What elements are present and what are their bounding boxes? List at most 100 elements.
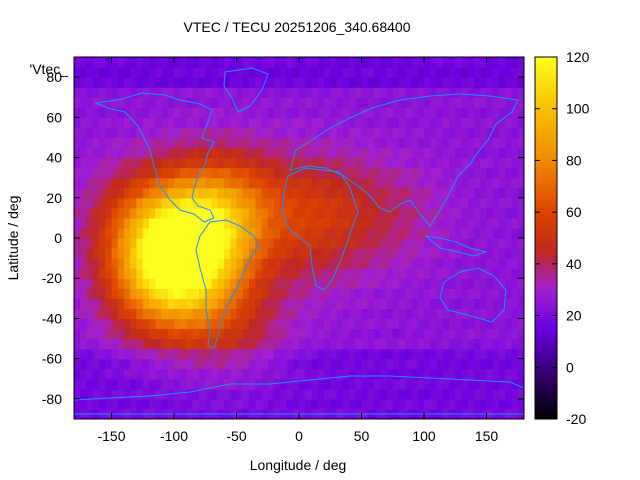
- heatmap-cell: [499, 288, 506, 299]
- heatmap-cell: [224, 177, 231, 189]
- heatmap-cell: [205, 87, 213, 98]
- heatmap-cell: [324, 238, 331, 249]
- heatmap-cell: [199, 308, 206, 320]
- heatmap-cell: [267, 107, 275, 118]
- heatmap-cell: [186, 157, 194, 169]
- heatmap-cell: [286, 298, 294, 309]
- heatmap-cell: [430, 398, 438, 410]
- heatmap-cell: [330, 258, 338, 269]
- heatmap-cell: [474, 238, 481, 249]
- y-tick-label: 40: [46, 150, 62, 166]
- heatmap-cell: [411, 298, 419, 309]
- heatmap-cell: [111, 298, 119, 309]
- heatmap-cell: [480, 187, 488, 199]
- heatmap-cell: [199, 348, 206, 360]
- heatmap-cell: [80, 358, 88, 370]
- heatmap-cell: [449, 207, 456, 219]
- heatmap-cell: [317, 67, 325, 78]
- heatmap-cell: [267, 238, 275, 249]
- heatmap-cell: [392, 127, 400, 139]
- heatmap-cell: [267, 308, 275, 320]
- heatmap-cell: [242, 127, 250, 139]
- heatmap-cell: [461, 57, 469, 68]
- heatmap-cell: [274, 348, 281, 360]
- heatmap-cell: [430, 368, 438, 380]
- heatmap-cell: [230, 258, 238, 269]
- heatmap-cell: [330, 107, 338, 118]
- heatmap-cell: [474, 127, 481, 139]
- heatmap-cell: [180, 57, 188, 68]
- heatmap-cell: [336, 338, 344, 350]
- heatmap-cell: [411, 167, 419, 179]
- heatmap-cell: [249, 87, 256, 98]
- heatmap-cell: [167, 358, 175, 370]
- heatmap-cell: [430, 77, 438, 88]
- heatmap-cell: [505, 187, 513, 199]
- heatmap-cell: [399, 318, 406, 330]
- heatmap-cell: [274, 328, 281, 340]
- heatmap-cell: [405, 308, 413, 320]
- heatmap-cell: [136, 167, 144, 179]
- heatmap-cell: [424, 348, 431, 360]
- heatmap-cell: [424, 248, 431, 259]
- heatmap-cell: [299, 87, 306, 98]
- heatmap-cell: [217, 368, 225, 380]
- heatmap-cell: [330, 187, 338, 199]
- legend-key-label: 'Vtec_: [30, 61, 69, 77]
- heatmap-cell: [380, 378, 388, 390]
- heatmap-cell: [386, 197, 394, 209]
- heatmap-cell: [292, 298, 300, 309]
- heatmap-cell: [130, 117, 138, 128]
- heatmap-cell: [92, 358, 100, 370]
- heatmap-cell: [449, 338, 456, 350]
- heatmap-cell: [392, 298, 400, 309]
- heatmap-cell: [80, 107, 88, 118]
- heatmap-cell: [386, 87, 394, 98]
- heatmap-cell: [474, 117, 481, 128]
- heatmap-cell: [211, 177, 219, 189]
- heatmap-cell: [355, 147, 363, 159]
- heatmap-cell: [311, 268, 319, 279]
- heatmap-cell: [255, 187, 263, 199]
- heatmap-cell: [292, 268, 300, 279]
- heatmap-cell: [399, 398, 406, 410]
- heatmap-cell: [324, 288, 331, 299]
- heatmap-cell: [274, 378, 281, 390]
- heatmap-cell: [180, 67, 188, 78]
- heatmap-cell: [511, 207, 519, 219]
- heatmap-cell: [374, 308, 381, 320]
- heatmap-cell: [211, 388, 219, 400]
- heatmap-cell: [417, 398, 425, 410]
- heatmap-cell: [380, 137, 388, 149]
- heatmap-cell: [292, 278, 300, 289]
- heatmap-cell: [505, 207, 513, 219]
- heatmap-cell: [86, 147, 94, 159]
- heatmap-cell: [361, 378, 369, 390]
- heatmap-cell: [99, 288, 106, 299]
- heatmap-cell: [299, 398, 306, 410]
- heatmap-cell: [392, 157, 400, 169]
- heatmap-cell: [361, 57, 369, 68]
- heatmap-cell: [305, 137, 313, 149]
- heatmap-cell: [286, 398, 294, 410]
- heatmap-cell: [349, 137, 356, 149]
- heatmap-cell: [199, 197, 206, 209]
- heatmap-cell: [242, 217, 250, 229]
- heatmap-cell: [386, 268, 394, 279]
- heatmap-cell: [399, 298, 406, 309]
- heatmap-cell: [124, 227, 131, 239]
- heatmap-cell: [349, 298, 356, 309]
- heatmap-cell: [149, 238, 156, 249]
- heatmap-cell: [361, 358, 369, 370]
- heatmap-cell: [224, 227, 231, 239]
- heatmap-cell: [405, 57, 413, 68]
- heatmap-cell: [330, 358, 338, 370]
- heatmap-cell: [317, 147, 325, 159]
- heatmap-cell: [136, 398, 144, 410]
- heatmap-cell: [399, 348, 406, 360]
- heatmap-cell: [167, 238, 175, 249]
- heatmap-cell: [324, 278, 331, 289]
- heatmap-cell: [86, 87, 94, 98]
- heatmap-cell: [436, 358, 444, 370]
- heatmap-cell: [99, 157, 106, 169]
